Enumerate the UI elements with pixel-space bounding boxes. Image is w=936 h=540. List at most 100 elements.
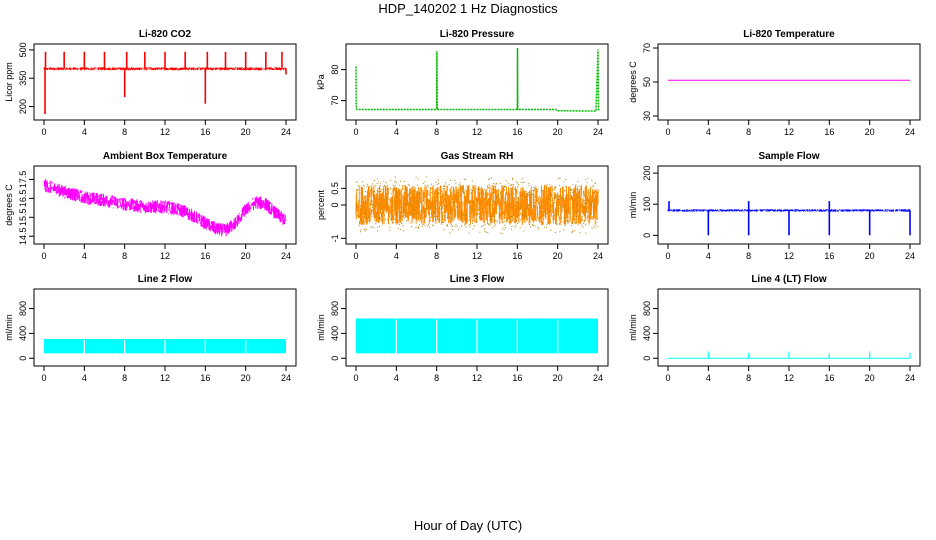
x-tick-label: 16 — [200, 373, 210, 383]
x-tick-label: 4 — [82, 373, 87, 383]
noise-band — [43, 67, 287, 71]
x-tick-label: 0 — [41, 127, 46, 137]
panel-title: Li-820 Temperature — [743, 29, 835, 40]
x-tick-label: 8 — [746, 251, 751, 261]
x-tick-label: 16 — [200, 127, 210, 137]
y-tick-label: 17.5 — [18, 171, 28, 189]
x-tick-label: 4 — [82, 127, 87, 137]
data-series — [355, 176, 599, 234]
plot-frame — [33, 288, 297, 367]
plot-frame — [657, 43, 921, 121]
y-axis-label: ml/min — [628, 314, 638, 341]
data-series — [43, 51, 287, 115]
y-axis-label: ml/min — [628, 192, 638, 219]
x-tick-label: 24 — [905, 373, 915, 383]
x-tick-label: 4 — [394, 127, 399, 137]
x-tick-label: 0 — [41, 251, 46, 261]
x-tick-label: 4 — [82, 251, 87, 261]
y-tick-label: 0 — [330, 202, 340, 207]
y-tick-label: 70 — [330, 96, 340, 106]
y-tick-label: 0 — [642, 233, 652, 238]
x-tick-label: 12 — [784, 127, 794, 137]
y-tick-label: 70 — [642, 43, 652, 53]
x-tick-label: 20 — [553, 373, 563, 383]
panel-title: Line 4 (LT) Flow — [751, 274, 827, 285]
x-tick-label: 8 — [122, 251, 127, 261]
y-tick-label: 0 — [642, 356, 652, 361]
x-tick-label: 0 — [353, 373, 358, 383]
panel-3: Li-820 Temperature 0 4 8 12 16 20 24 30 50 70 degre… — [628, 29, 921, 137]
panel-8: Line 3 Flow 0 4 8 12 16 20 24 0 400 800 ml/min — [316, 274, 609, 383]
x-tick-label: 24 — [905, 127, 915, 137]
panel-title: Gas Stream RH — [441, 151, 514, 162]
x-tick-label: 16 — [824, 127, 834, 137]
y-axis-label: percent — [316, 189, 326, 220]
y-tick-label: 15.5 — [18, 209, 28, 227]
x-tick-label: 4 — [394, 251, 399, 261]
x-tick-label: 24 — [593, 251, 603, 261]
noise-band — [355, 185, 599, 225]
panel-title: Sample Flow — [758, 151, 819, 162]
panel-title: Line 2 Flow — [138, 274, 193, 285]
panel-9: Line 4 (LT) Flow 0 4 8 12 16 20 24 0 400 800 ml/min — [628, 274, 921, 383]
panel-4: Ambient Box Temperature 0 4 8 12 16 20 24 14.515… — [4, 151, 297, 261]
y-tick-label: 30 — [642, 111, 652, 121]
x-tick-label: 8 — [434, 251, 439, 261]
series-line — [668, 351, 911, 359]
x-tick-label: 16 — [512, 373, 522, 383]
x-tick-label: 20 — [553, 251, 563, 261]
x-tick-label: 20 — [865, 127, 875, 137]
x-tick-label: 4 — [394, 373, 399, 383]
x-tick-label: 8 — [122, 373, 127, 383]
y-tick-label: 400 — [642, 326, 652, 341]
figure-title: HDP_140202 1 Hz Diagnostics — [378, 1, 558, 16]
data-points — [356, 176, 599, 234]
x-tick-label: 12 — [784, 373, 794, 383]
y-tick-label: 0 — [330, 356, 340, 361]
y-tick-label: 400 — [330, 326, 340, 341]
y-axis-label: ml/min — [316, 314, 326, 341]
y-tick-label: 0 — [18, 356, 28, 361]
y-tick-label: -1 — [330, 234, 340, 242]
x-tick-label: 0 — [665, 251, 670, 261]
y-tick-label: 100 — [642, 197, 652, 212]
panel-1: Li-820 CO2 0 4 8 12 16 20 24 200 350 500 Licor ppm — [4, 29, 297, 137]
x-tick-label: 24 — [905, 251, 915, 261]
y-tick-label: 800 — [330, 301, 340, 316]
y-tick-label: 200 — [642, 166, 652, 181]
y-axis-label: kPa — [316, 74, 326, 90]
y-tick-label: 350 — [18, 71, 28, 86]
series-line — [355, 47, 600, 112]
y-tick-label: 50 — [642, 77, 652, 87]
x-tick-label: 20 — [865, 251, 875, 261]
data-series — [667, 201, 911, 236]
panel-title: Ambient Box Temperature — [103, 151, 228, 162]
panel-title: Line 3 Flow — [450, 274, 505, 285]
panel-5: Gas Stream RH 0 4 8 12 16 20 24 -1 0 0.5 percent — [316, 151, 609, 261]
x-tick-label: 16 — [512, 251, 522, 261]
y-tick-label: 500 — [18, 42, 28, 57]
y-tick-label: 0.5 — [330, 182, 340, 195]
x-tick-label: 20 — [553, 127, 563, 137]
x-tick-label: 12 — [160, 251, 170, 261]
panel-title: Li-820 Pressure — [440, 29, 515, 40]
x-tick-label: 0 — [353, 127, 358, 137]
x-tick-label: 16 — [512, 127, 522, 137]
panel-2: Li-820 Pressure 0 4 8 12 16 20 24 70 80 kPa — [316, 29, 609, 137]
x-tick-label: 0 — [41, 373, 46, 383]
x-tick-label: 12 — [472, 373, 482, 383]
x-tick-label: 16 — [200, 251, 210, 261]
plot-frame — [345, 43, 609, 121]
panel-6: Sample Flow 0 4 8 12 16 20 24 0 100 200 ml/min — [628, 151, 921, 261]
x-tick-label: 12 — [472, 127, 482, 137]
y-tick-label: 16.5 — [18, 190, 28, 208]
x-tick-label: 24 — [593, 373, 603, 383]
panel-title: Li-820 CO2 — [139, 29, 192, 40]
x-tick-label: 8 — [122, 127, 127, 137]
y-axis-label: degrees C — [4, 184, 14, 226]
y-tick-label: 800 — [642, 301, 652, 316]
data-series — [668, 351, 911, 359]
x-tick-label: 8 — [746, 373, 751, 383]
panel-7: Line 2 Flow 0 4 8 12 16 20 24 0 400 800 ml/min — [4, 274, 297, 383]
